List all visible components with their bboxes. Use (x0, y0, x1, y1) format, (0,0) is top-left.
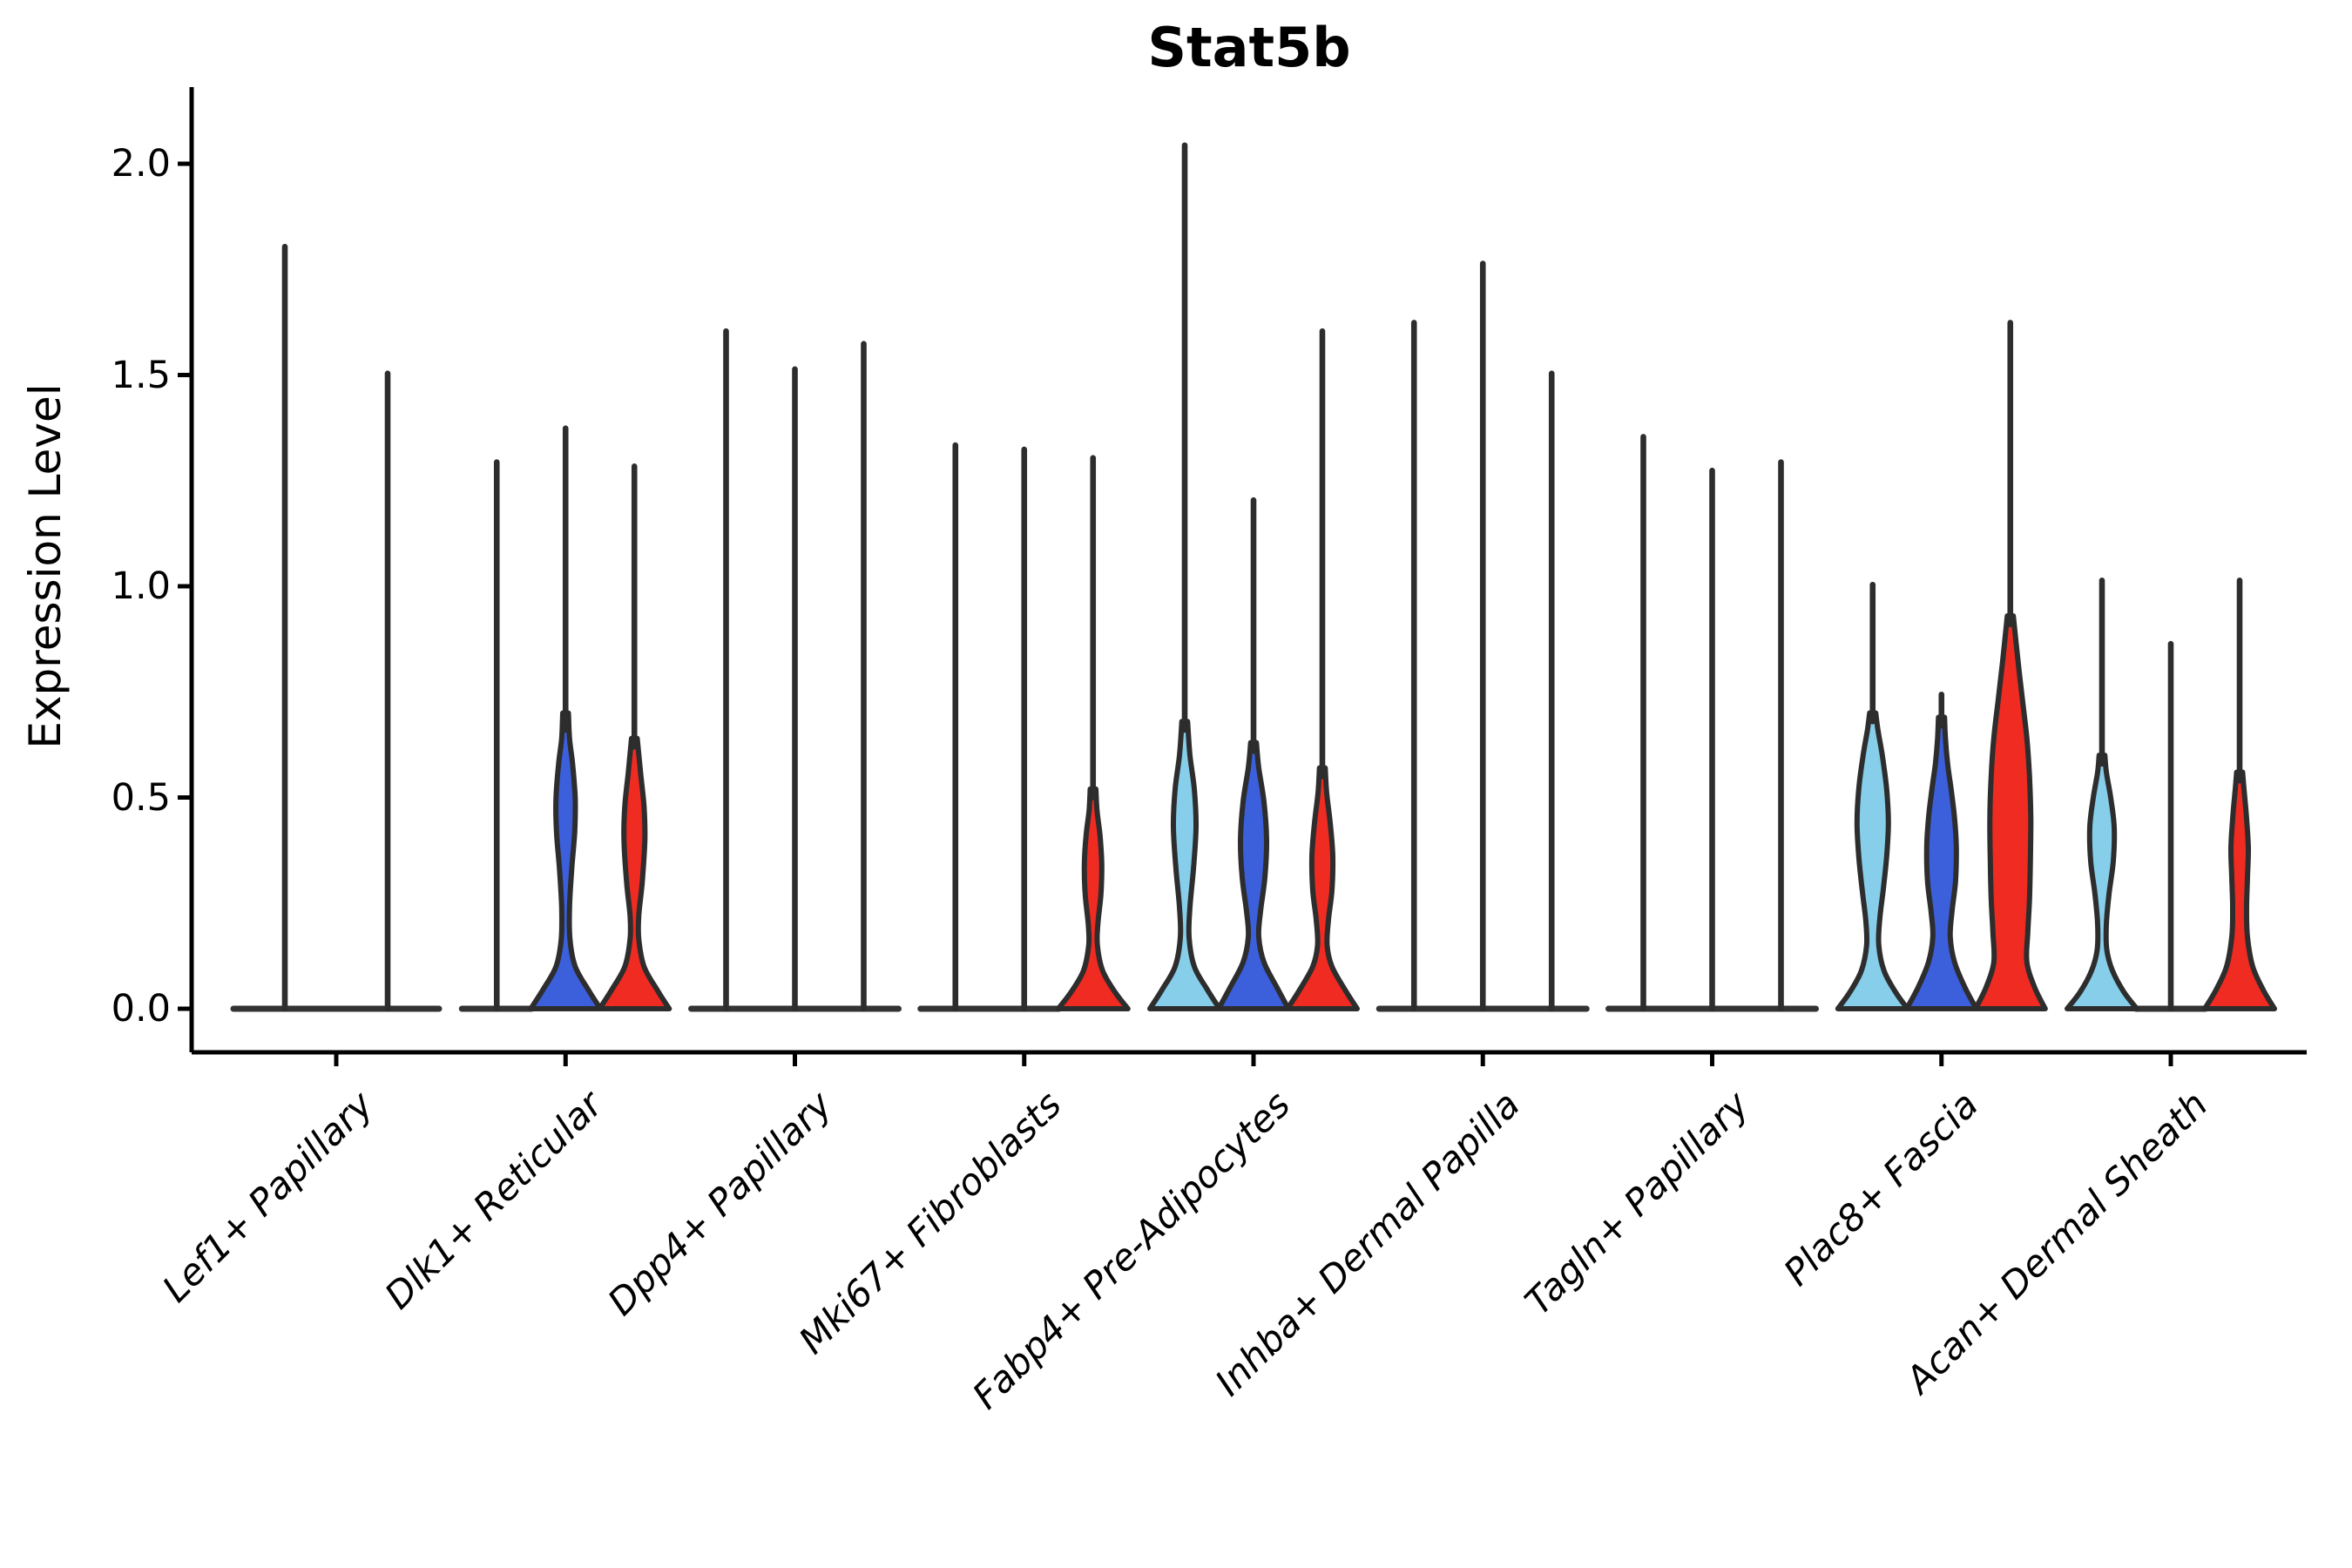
violin-body-lightblue (1147, 719, 1222, 1011)
violin-body-red (2202, 769, 2277, 1011)
violin-body-red (597, 735, 672, 1011)
violin-body-lightblue (2065, 753, 2139, 1011)
y-tick-label: 1.0 (111, 564, 171, 608)
y-tick-label: 1.5 (111, 353, 171, 397)
y-tick-label: 0.5 (111, 775, 171, 820)
y-axis-label: Expression Level (20, 383, 71, 749)
violin-body-lightblue (1835, 710, 1910, 1011)
violin-body-blue (1216, 740, 1291, 1011)
violin-body-blue (1903, 714, 1979, 1011)
y-tick-label: 2.0 (111, 142, 171, 186)
chart-title: Stat5b (1147, 16, 1351, 79)
violin-body-red (1972, 613, 2048, 1011)
violin-body-red (1285, 765, 1360, 1011)
violin-body-red (1055, 786, 1131, 1011)
violin-body-blue (528, 710, 604, 1011)
y-tick-label: 0.0 (111, 987, 171, 1031)
